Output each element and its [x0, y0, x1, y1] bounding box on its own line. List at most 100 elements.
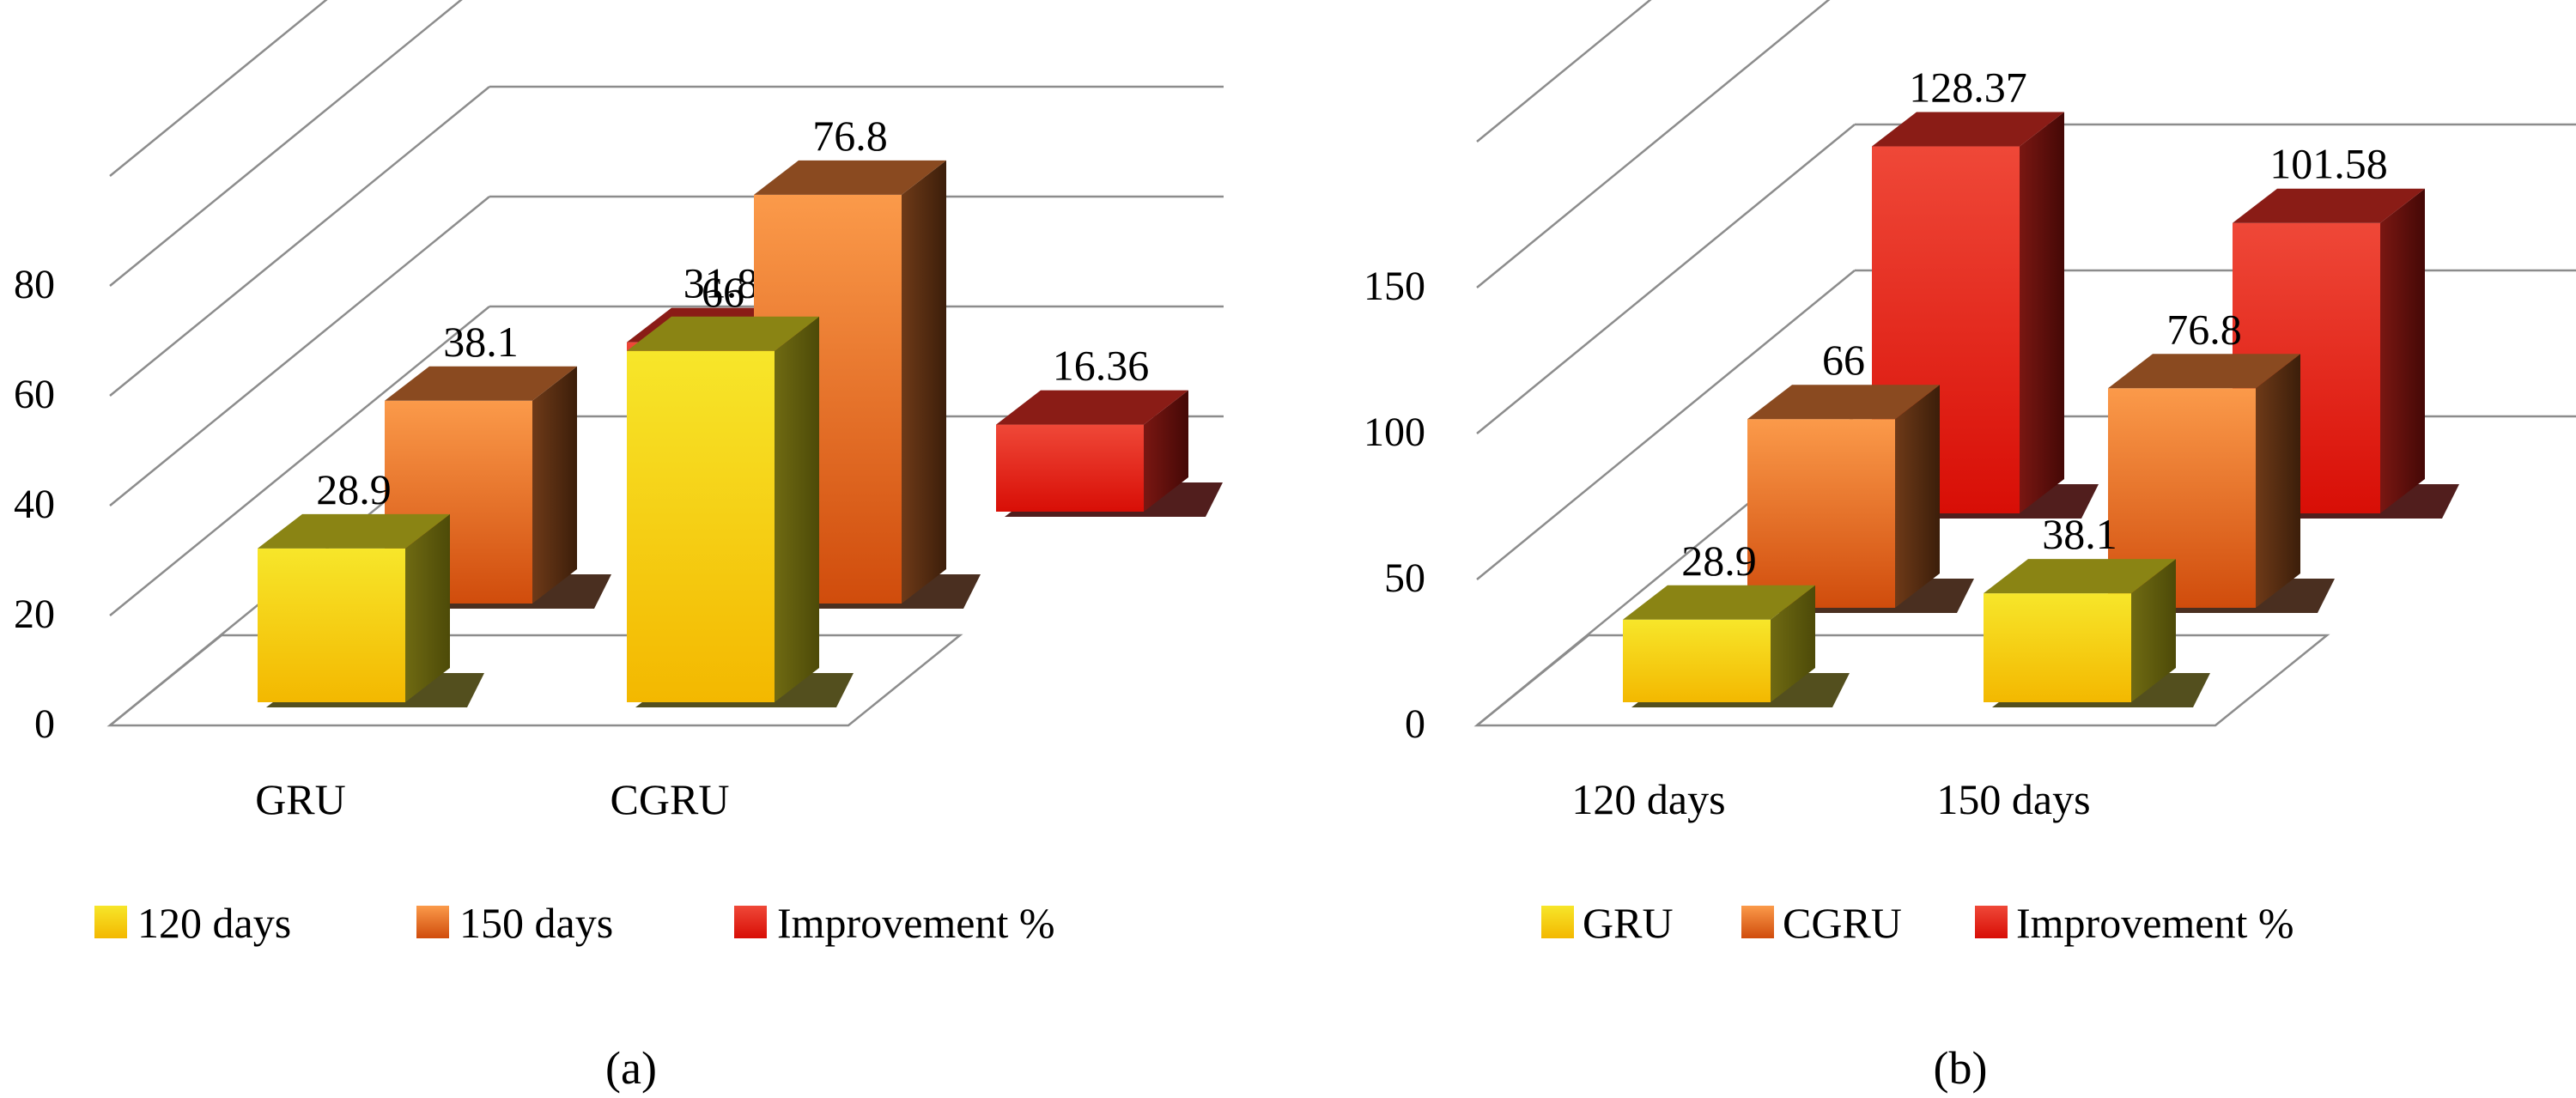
chart-b-bars: 128.37 101.58 66 76.8 28.9 38.1: [1623, 64, 2459, 707]
data-label: 38.1: [443, 318, 519, 366]
legend-item: 150 days: [416, 899, 613, 947]
category-label: 120 days: [1571, 775, 1725, 823]
bar: 66: [627, 268, 854, 707]
legend-swatch: [734, 906, 767, 938]
data-label: 101.58: [2269, 140, 2388, 188]
bar-side: [775, 316, 819, 702]
legend-swatch: [1975, 906, 2008, 938]
legend-item: CGRU: [1741, 899, 1902, 947]
legend-item: 120 days: [94, 899, 291, 947]
data-label: 28.9: [316, 465, 392, 513]
legend-label: 150 days: [459, 899, 613, 947]
legend-item: Improvement %: [1975, 899, 2294, 947]
chart-b: 0 50 100 150 128.37 101.58 66 76.8 28.9 38.1 120…: [1364, 0, 2576, 1094]
bar-front: [1623, 619, 1771, 702]
bar-top: [627, 316, 819, 351]
y-tick-label: 20: [14, 591, 55, 637]
y-tick-label: 100: [1364, 409, 1425, 455]
data-label: 66: [702, 268, 744, 316]
y-tick-label: 0: [1405, 701, 1425, 747]
bar-top: [1872, 112, 2064, 147]
bar-front: [996, 424, 1144, 512]
data-label: 76.8: [2166, 305, 2242, 353]
bar-front: [1747, 419, 1895, 608]
gridline-diagonal: [109, 86, 490, 397]
bar-top: [2108, 354, 2300, 389]
bar-top: [996, 390, 1188, 425]
bar: 16.36: [996, 342, 1223, 517]
y-tick-label: 60: [14, 372, 55, 417]
bar-top: [2233, 188, 2425, 223]
gridline-diagonal: [109, 196, 490, 507]
chart-b-yaxis: 0 50 100 150: [1364, 264, 1425, 747]
chart-b-categories: 120 days 150 days: [1571, 775, 2090, 823]
y-tick-label: 40: [14, 482, 55, 527]
bar-top: [754, 160, 946, 195]
legend-label: 120 days: [137, 899, 291, 947]
legend-swatch: [416, 906, 449, 938]
legend-swatch: [1541, 906, 1574, 938]
chart-a-categories: GRU CGRU: [255, 775, 729, 823]
chart-a-yaxis: 0 20 40 60 80: [14, 262, 55, 747]
legend-swatch: [94, 906, 127, 938]
gridline-diagonal: [1476, 0, 1831, 288]
bar-side: [405, 513, 450, 702]
gridline-diagonal: [109, 306, 490, 616]
bar-side: [2131, 559, 2176, 702]
gridline-diagonal: [109, 0, 328, 177]
bar: 66: [1747, 336, 1974, 613]
data-label: 16.36: [1053, 342, 1150, 390]
chart-a-legend: 120 days 150 days Improvement %: [94, 899, 1055, 947]
y-tick-label: 80: [14, 262, 55, 307]
y-tick-label: 150: [1364, 264, 1425, 309]
bar-side: [902, 160, 946, 604]
bar-side: [1144, 390, 1188, 512]
chart-b-legend: GRU CGRU Improvement %: [1541, 899, 2294, 947]
legend-swatch: [1741, 906, 1774, 938]
category-label: GRU: [255, 775, 346, 823]
bar-top: [385, 366, 577, 401]
legend-item: Improvement %: [734, 899, 1055, 947]
floor: [1473, 634, 2330, 727]
gridline-diagonal: [109, 0, 463, 287]
bar-top: [1984, 559, 2176, 594]
legend-label: Improvement %: [777, 899, 1055, 947]
bar-side: [2020, 112, 2064, 513]
chart-b-subtitle: (b): [1934, 1042, 1988, 1094]
bar-front: [627, 350, 775, 702]
gridline-diagonal: [1476, 270, 1856, 580]
y-tick-label: 50: [1384, 555, 1425, 601]
bar-side: [1895, 385, 1940, 608]
gridline-diagonal: [1476, 0, 1652, 143]
bar-side: [2380, 188, 2425, 514]
legend-label: GRU: [1583, 899, 1674, 947]
data-label: 66: [1822, 336, 1865, 384]
bar-top: [258, 513, 450, 549]
bar-side: [532, 366, 577, 604]
bar: 38.1: [1984, 510, 2210, 707]
legend-label: Improvement %: [2016, 899, 2294, 947]
data-label: 28.9: [1681, 537, 1757, 585]
data-label: 76.8: [812, 112, 888, 160]
bar: 38.1: [385, 318, 611, 609]
floor: [106, 634, 963, 727]
legend-item: GRU: [1541, 899, 1674, 947]
y-tick-label: 0: [34, 701, 55, 747]
bar-side: [1771, 585, 1815, 702]
category-label: CGRU: [611, 775, 730, 823]
bar-side: [2256, 354, 2300, 608]
bar-front: [258, 548, 405, 702]
data-label: 128.37: [1909, 64, 2027, 112]
legend-label: CGRU: [1783, 899, 1902, 947]
data-label: 38.1: [2042, 510, 2117, 558]
bar-top: [1747, 385, 1940, 420]
chart-a-subtitle: (a): [605, 1042, 657, 1094]
category-label: 150 days: [1936, 775, 2090, 823]
bar: 28.9: [258, 465, 484, 707]
bar-top: [1623, 585, 1815, 620]
bar: 128.37: [1872, 64, 2099, 519]
bar: 28.9: [1623, 537, 1850, 707]
